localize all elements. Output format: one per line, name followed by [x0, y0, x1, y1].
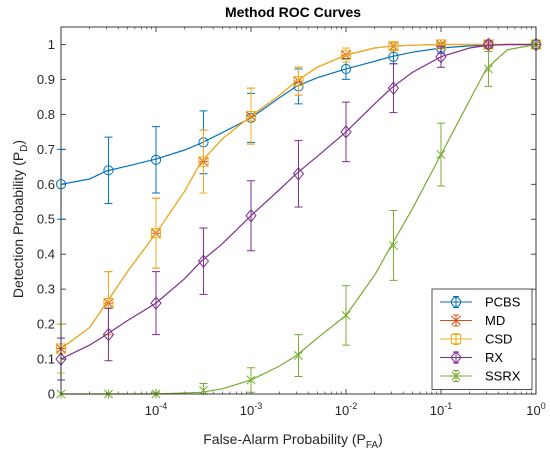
error-bar-pcbs	[104, 136, 113, 205]
point-rx	[150, 296, 162, 310]
series-line-ssrx	[61, 43, 537, 395]
error-bar-csd	[389, 42, 398, 51]
point-csd	[198, 156, 209, 167]
y-tick-label: 0	[48, 387, 55, 402]
point-rx	[292, 167, 305, 181]
y-tick-label: 0.5	[37, 212, 55, 227]
y-tick-label: 1	[48, 37, 55, 52]
error-bar-csd	[199, 129, 208, 194]
point-rx	[387, 81, 400, 95]
legend-item-ssrx: SSRX	[440, 369, 521, 384]
y-tick-label: 0.1	[37, 352, 55, 367]
series-csd	[55, 39, 542, 374]
error-bar-rx	[437, 45, 445, 68]
series-rx	[55, 37, 542, 381]
point-pcbs	[340, 63, 352, 75]
point-rx	[245, 208, 257, 223]
point-ssrx	[341, 310, 351, 320]
point-rx	[482, 37, 495, 52]
x-tick-label: 10-3	[240, 401, 262, 418]
point-csd	[293, 76, 304, 87]
error-bar-rx	[152, 271, 160, 336]
point-pcbs	[388, 51, 399, 62]
error-bar-rx	[247, 180, 255, 252]
point-ssrx	[483, 64, 493, 74]
y-tick-label: 0.9	[37, 72, 55, 87]
x-tick-label: 10-4	[145, 401, 167, 418]
y-tick-label: 0.4	[37, 247, 55, 262]
chart-title: Method ROC Curves	[225, 4, 361, 20]
legend-marker-ssrx	[451, 371, 461, 381]
point-rx	[340, 125, 352, 139]
error-bar-rx	[104, 307, 113, 362]
y-axis-label: Detection Probability (PD)	[10, 140, 30, 298]
error-bar-rx	[342, 101, 350, 163]
point-pcbs	[103, 165, 114, 176]
point-rx	[197, 254, 210, 268]
legend-label-ssrx: SSRX	[485, 369, 521, 384]
legend-item-md: MD	[440, 313, 505, 328]
error-bar-csd	[152, 197, 160, 269]
point-pcbs	[150, 154, 162, 165]
point-csd	[150, 228, 162, 239]
legend: PCBS MD CSD RX SSRX	[431, 288, 533, 390]
point-csd	[245, 111, 257, 122]
point-ssrx	[293, 350, 303, 361]
x-tick-label: 10-2	[335, 401, 357, 418]
y-tick-label: 0.7	[37, 142, 55, 157]
legend-label-md: MD	[485, 313, 505, 328]
error-bar-rx	[389, 63, 398, 114]
x-tick-label: 10-1	[430, 401, 452, 418]
series-line-rx	[60, 43, 536, 360]
error-bar-pcbs	[152, 126, 160, 194]
legend-item-csd: CSD	[440, 332, 512, 347]
legend-label-csd: CSD	[485, 332, 512, 347]
y-tick-label: 0.3	[37, 282, 55, 297]
series-line-pcbs	[60, 43, 536, 185]
legend-item-rx: RX	[440, 350, 503, 365]
point-ssrx	[388, 240, 398, 251]
plot-frame	[60, 26, 537, 395]
y-tick-label: 0.6	[37, 177, 55, 192]
legend-marker-csd	[450, 333, 462, 345]
point-ssrx	[246, 375, 256, 385]
series-line-csd	[60, 43, 536, 350]
point-rx	[102, 327, 115, 342]
legend-label-rx: RX	[485, 350, 503, 365]
x-tick-label: 100	[526, 401, 545, 418]
error-bar-rx	[199, 227, 208, 295]
legend-marker-pcbs	[450, 296, 462, 308]
y-tick-label: 0.8	[37, 107, 55, 122]
point-rx	[435, 49, 447, 64]
y-tick-label: 0.2	[37, 317, 55, 332]
error-bar-csd	[294, 66, 303, 96]
legend-item-pcbs: PCBS	[440, 295, 521, 310]
error-bar-csd	[247, 87, 255, 145]
point-csd	[388, 41, 399, 52]
point-csd	[340, 49, 352, 61]
legend-marker-md	[451, 315, 461, 326]
point-ssrx	[436, 149, 446, 160]
x-axis-label: False-Alarm Probability (PFA)	[203, 431, 383, 451]
error-bar-rx	[294, 140, 303, 208]
legend-marker-rx	[450, 350, 462, 365]
point-csd	[103, 298, 114, 309]
legend-label-pcbs: PCBS	[485, 295, 521, 310]
